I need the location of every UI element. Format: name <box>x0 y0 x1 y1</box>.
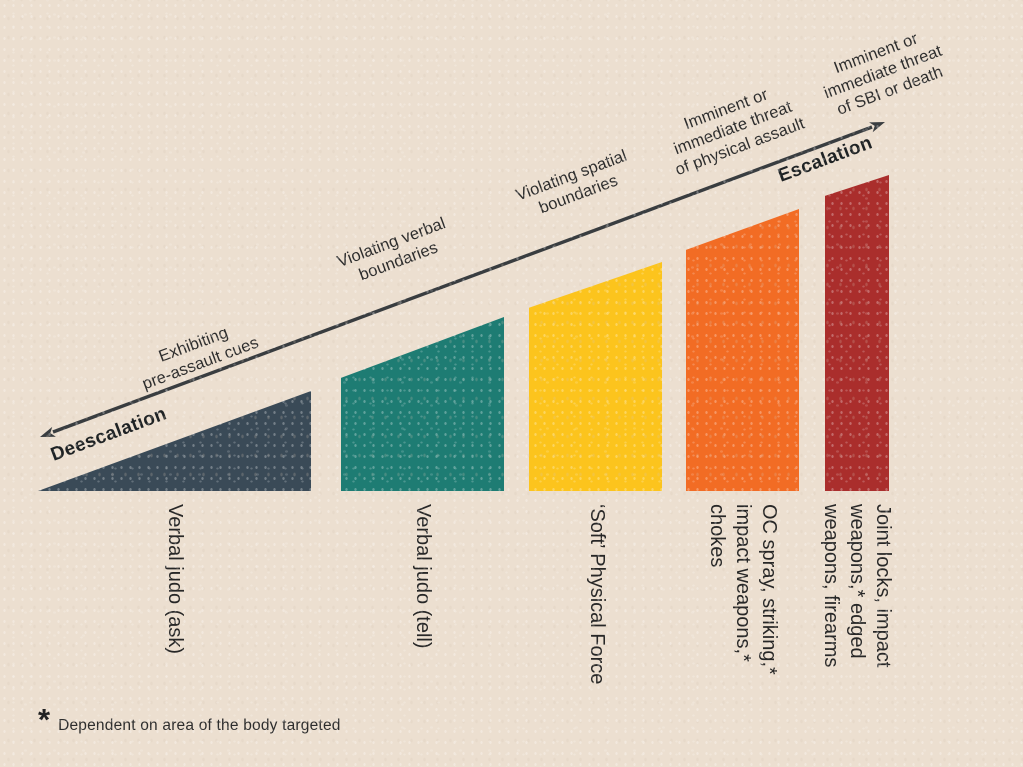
asterisk-icon: * <box>38 702 51 737</box>
axis-line <box>52 125 873 434</box>
footnote-text: Dependent on area of the body targeted <box>58 717 341 734</box>
bar-label-oc-spray-striking: OC spray, striking,* impact weapons,* ch… <box>706 504 780 675</box>
bar-label-joint-locks-weapons: Joint locks, impact weapons,* edged weap… <box>820 504 894 668</box>
footnote: * Dependent on area of the body targeted <box>38 704 341 735</box>
bar-label-verbal-judo-ask: Verbal judo (ask) <box>164 504 186 655</box>
bar-label-verbal-judo-tell: Verbal judo (tell) <box>412 504 434 649</box>
bar-oc-spray-striking <box>686 209 799 491</box>
arrowhead-left-icon <box>40 426 56 437</box>
bar-label-soft-physical-force: ‘Soft’ Physical Force <box>586 504 608 685</box>
bar-joint-locks-weapons <box>825 175 889 491</box>
arrowhead-right-icon <box>869 122 885 133</box>
